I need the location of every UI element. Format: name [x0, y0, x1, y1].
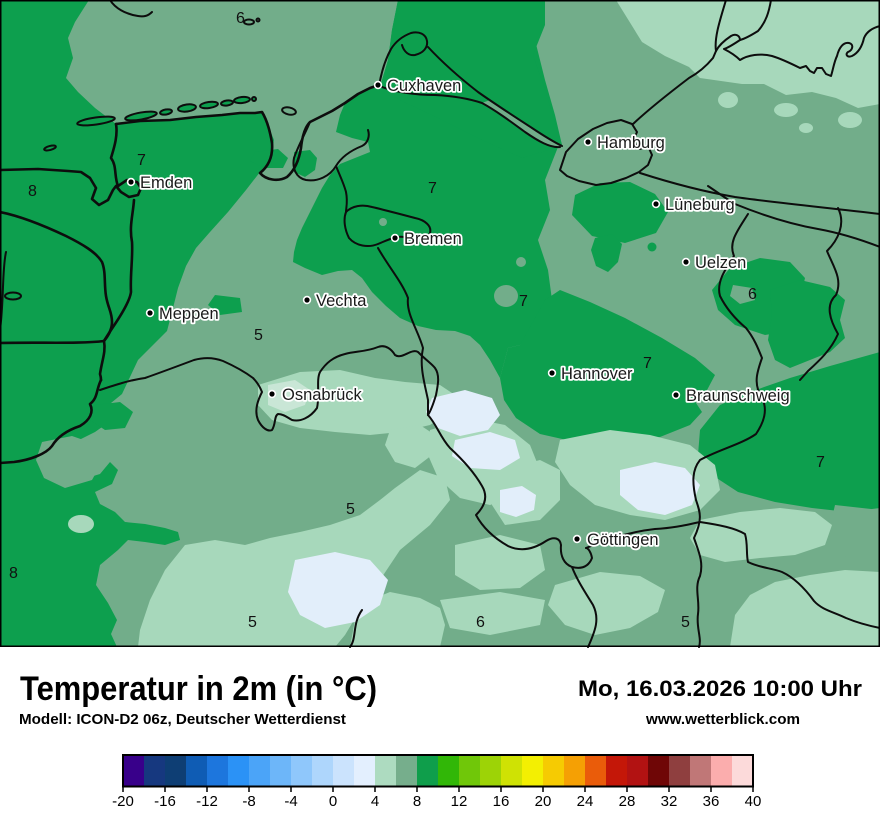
svg-text:6: 6	[748, 286, 757, 303]
svg-text:Braunschweig: Braunschweig	[686, 387, 790, 405]
svg-text:8: 8	[413, 793, 421, 810]
svg-text:36: 36	[703, 793, 720, 810]
svg-text:www.wetterblick.com: www.wetterblick.com	[645, 711, 800, 728]
svg-text:Cuxhaven: Cuxhaven	[387, 77, 461, 95]
svg-text:16: 16	[493, 793, 510, 810]
svg-text:0: 0	[329, 793, 337, 810]
svg-text:Lüneburg: Lüneburg	[665, 196, 735, 214]
svg-text:Meppen: Meppen	[159, 305, 219, 323]
svg-text:5: 5	[254, 327, 263, 344]
svg-text:8: 8	[28, 183, 37, 200]
svg-text:7: 7	[519, 293, 528, 310]
svg-text:Vechta: Vechta	[316, 292, 367, 310]
svg-text:Bremen: Bremen	[404, 230, 462, 248]
svg-text:Osnabrück: Osnabrück	[282, 386, 363, 404]
svg-text:5: 5	[681, 614, 690, 631]
svg-text:28: 28	[619, 793, 636, 810]
svg-text:-16: -16	[154, 793, 176, 810]
svg-text:7: 7	[816, 454, 825, 471]
svg-text:Hamburg: Hamburg	[597, 134, 665, 152]
svg-text:7: 7	[137, 152, 146, 169]
svg-text:4: 4	[371, 793, 379, 810]
svg-text:24: 24	[577, 793, 594, 810]
svg-text:7: 7	[428, 180, 437, 197]
svg-text:-20: -20	[112, 793, 134, 810]
svg-text:7: 7	[643, 355, 652, 372]
svg-text:-4: -4	[284, 793, 297, 810]
svg-text:Hannover: Hannover	[561, 365, 633, 383]
svg-text:6: 6	[236, 10, 245, 27]
svg-text:6: 6	[476, 614, 485, 631]
svg-text:12: 12	[451, 793, 468, 810]
svg-text:5: 5	[346, 501, 355, 518]
svg-text:32: 32	[661, 793, 678, 810]
svg-text:Modell: ICON-D2 06z, Deutscher: Modell: ICON-D2 06z, Deutscher Wetterdie…	[19, 711, 346, 728]
svg-text:8: 8	[9, 565, 18, 582]
svg-text:20: 20	[535, 793, 552, 810]
svg-text:Göttingen: Göttingen	[587, 531, 659, 549]
svg-text:Mo, 16.03.2026 10:00 Uhr: Mo, 16.03.2026 10:00 Uhr	[578, 676, 862, 701]
svg-text:-8: -8	[242, 793, 255, 810]
svg-text:40: 40	[745, 793, 762, 810]
svg-text:Temperatur in 2m (in °C): Temperatur in 2m (in °C)	[20, 670, 377, 708]
svg-text:5: 5	[248, 614, 257, 631]
svg-text:-12: -12	[196, 793, 218, 810]
svg-text:Uelzen: Uelzen	[695, 254, 746, 272]
svg-text:Emden: Emden	[140, 174, 192, 192]
